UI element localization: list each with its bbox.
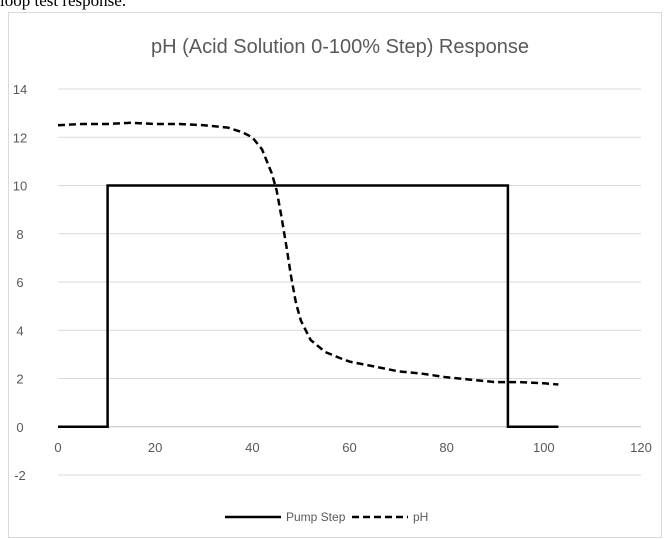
x-tick-label: 20	[148, 440, 162, 455]
x-tick-label: 100	[533, 440, 555, 455]
y-tick-label: 12	[13, 130, 27, 145]
y-tick-label: 0	[16, 420, 23, 435]
y-tick-label: 2	[16, 372, 23, 387]
series-line-pump-step	[58, 184, 559, 429]
y-tick-label: 6	[16, 275, 23, 290]
y-tick-label: 8	[16, 227, 23, 242]
x-tick-label: 40	[245, 440, 259, 455]
series-line-ph	[57, 121, 559, 386]
y-tick-label: -2	[14, 468, 26, 483]
axes: -2 0 2 4 6 8 10 12 14 0 20 40 60 80 100 120	[13, 82, 652, 483]
chart-frame	[8, 12, 662, 538]
x-tick-label: 60	[342, 440, 356, 455]
y-tick-label: 14	[13, 82, 27, 97]
y-tick-label: 10	[13, 179, 27, 194]
x-tick-label: 80	[439, 440, 453, 455]
caption-fragment: loop test response.	[0, 0, 127, 10]
x-tick-label: 120	[630, 440, 652, 455]
chart-title: pH (Acid Solution 0-100% Step) Response	[151, 36, 529, 58]
y-tick-label: 4	[16, 323, 23, 338]
legend: Pump Step pH	[225, 510, 428, 524]
legend-label: pH	[413, 510, 428, 524]
x-tick-label: 0	[54, 440, 61, 455]
series-group	[57, 121, 559, 429]
legend-label: Pump Step	[286, 510, 346, 524]
gridlines	[58, 88, 641, 476]
